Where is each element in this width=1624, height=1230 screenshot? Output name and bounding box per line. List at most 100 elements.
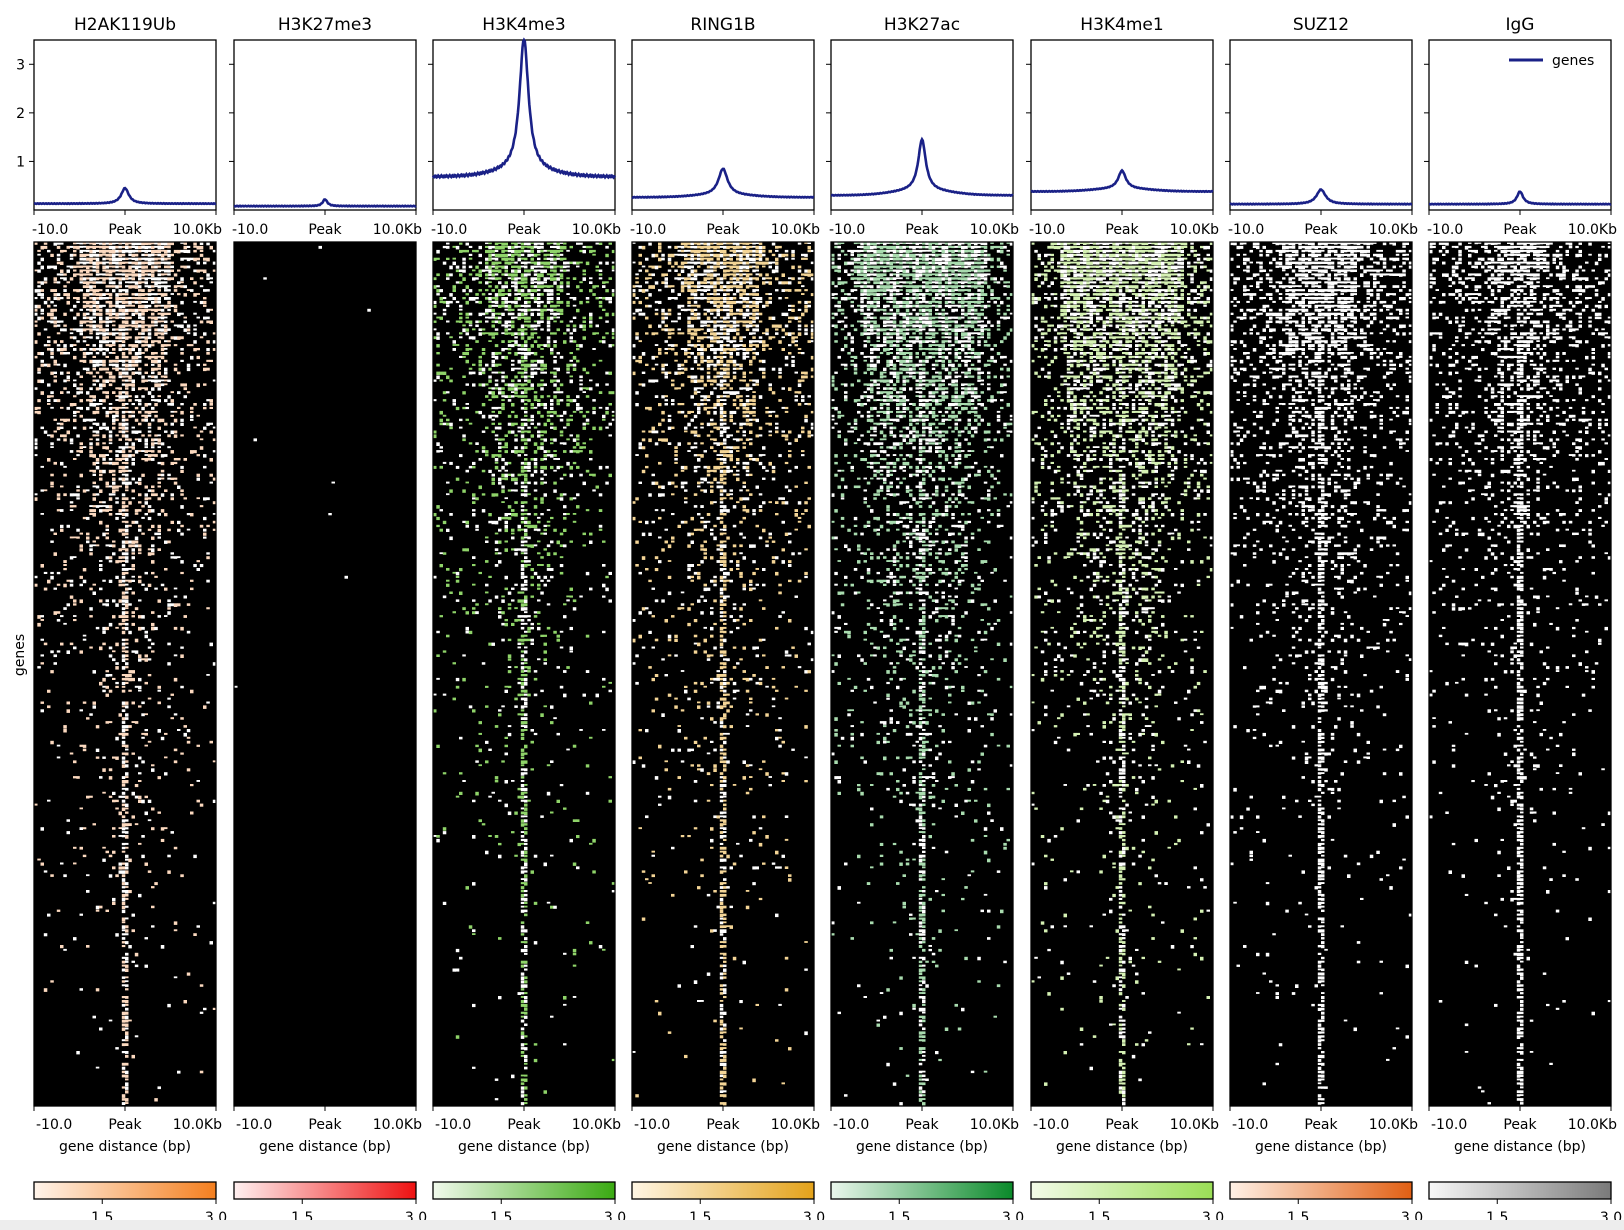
heatmap-cell [105, 355, 109, 358]
heatmap-cell [79, 383, 83, 386]
heatmap-cell [579, 242, 583, 245]
heatmap-cell [585, 670, 590, 673]
heatmap-cell [50, 575, 54, 580]
heatmap-cell [517, 842, 521, 847]
heatmap-cell [530, 575, 534, 579]
heatmap-cell [56, 619, 61, 622]
heatmap-cell [533, 1043, 538, 1046]
heatmap-cell [520, 371, 525, 375]
heatmap-cell [540, 532, 544, 535]
heatmap-cell [498, 854, 502, 859]
heatmap-cell [115, 367, 119, 372]
heatmap-cell [50, 348, 54, 352]
heatmap-cell [524, 414, 528, 417]
heatmap-cell [92, 242, 96, 246]
heatmap-cell [611, 414, 616, 417]
heatmap-cell [164, 379, 168, 382]
heatmap-cell [585, 297, 590, 300]
heatmap-cell [121, 532, 126, 536]
heatmap-cell [524, 308, 528, 313]
heatmap-cell [723, 257, 727, 261]
x-axis-label: gene distance (bp) [59, 1139, 191, 1155]
heatmap-cell [713, 249, 717, 252]
heatmap-cell [108, 300, 113, 305]
heatmap-cell [713, 281, 717, 285]
heatmap-cell [108, 316, 113, 320]
heatmap-cell [667, 257, 672, 262]
heatmap-cell [540, 387, 544, 391]
heatmap-cell [183, 725, 187, 728]
heatmap-cell [684, 242, 688, 246]
heatmap-cell [524, 941, 528, 944]
heatmap-cell [121, 1011, 126, 1015]
heatmap-cell [520, 422, 525, 426]
heatmap-cell [498, 607, 502, 610]
heatmap-cell [446, 583, 450, 587]
heatmap-cell [89, 371, 93, 375]
heatmap-cell [128, 454, 132, 458]
heatmap-cell [498, 615, 502, 619]
heatmap-cell [736, 269, 740, 273]
heatmap-cell [37, 316, 41, 321]
heatmap-cell [79, 575, 83, 579]
heatmap-cell [524, 803, 528, 807]
heatmap-cell [543, 285, 547, 288]
heatmap-cell [485, 332, 489, 335]
heatmap-cell [501, 304, 505, 308]
heatmap-cell [459, 281, 463, 284]
heatmap-cell [154, 438, 158, 441]
heatmap-cell [527, 469, 531, 472]
heatmap-cell [576, 450, 580, 454]
heatmap-cell [92, 1015, 96, 1019]
heatmap-cell [73, 355, 77, 360]
heatmap-cell [758, 273, 763, 277]
heatmap-cell [108, 768, 113, 772]
heatmap-cell [121, 269, 126, 273]
heatmap-cell [579, 249, 583, 253]
heatmap-cell [157, 599, 161, 603]
heatmap-cell [572, 363, 577, 367]
heatmap-cell [491, 363, 495, 367]
heatmap-cell [125, 328, 129, 331]
heatmap-cell [559, 571, 564, 575]
heatmap-cell [546, 308, 551, 311]
heatmap-cell [86, 312, 90, 316]
heatmap-cell [602, 948, 606, 951]
heatmap-cell [112, 320, 116, 323]
heatmap-cell [563, 670, 567, 673]
heatmap-cell [138, 528, 142, 532]
heatmap-cell [446, 300, 450, 305]
heatmap-cell [520, 316, 525, 319]
heatmap-cell [524, 784, 528, 786]
heatmap-cell [455, 571, 460, 576]
heatmap-cell [206, 242, 210, 246]
heatmap-cell [115, 297, 119, 301]
heatmap-cell [651, 265, 655, 269]
heatmap-cell [154, 265, 158, 269]
heatmap-cell [520, 587, 525, 591]
heatmap-cell [82, 352, 87, 356]
heatmap-cell [144, 862, 148, 866]
heatmap-cell [151, 249, 155, 254]
heatmap-cell [559, 300, 564, 304]
heatmap-cell [125, 886, 129, 888]
heatmap-cell [125, 1074, 129, 1078]
heatmap-cell [530, 768, 534, 771]
heatmap-cell [183, 595, 187, 599]
heatmap-cell [485, 850, 489, 855]
heatmap-cell [76, 454, 80, 457]
heatmap-cell [569, 261, 573, 264]
heatmap-cell [729, 253, 733, 257]
heatmap-cell [520, 1003, 525, 1007]
heatmap-cell [742, 269, 746, 272]
panel-title: H3K27me3 [278, 15, 372, 35]
heatmap-cell [462, 406, 466, 410]
heatmap-cell [716, 257, 720, 261]
heatmap-cell [797, 277, 802, 280]
heatmap-cell [209, 642, 213, 647]
heatmap-cell [60, 371, 64, 375]
heatmap-cell [611, 293, 616, 297]
heatmap-cell [144, 446, 148, 449]
heatmap-cell [115, 387, 119, 390]
heatmap-cell [533, 505, 538, 509]
